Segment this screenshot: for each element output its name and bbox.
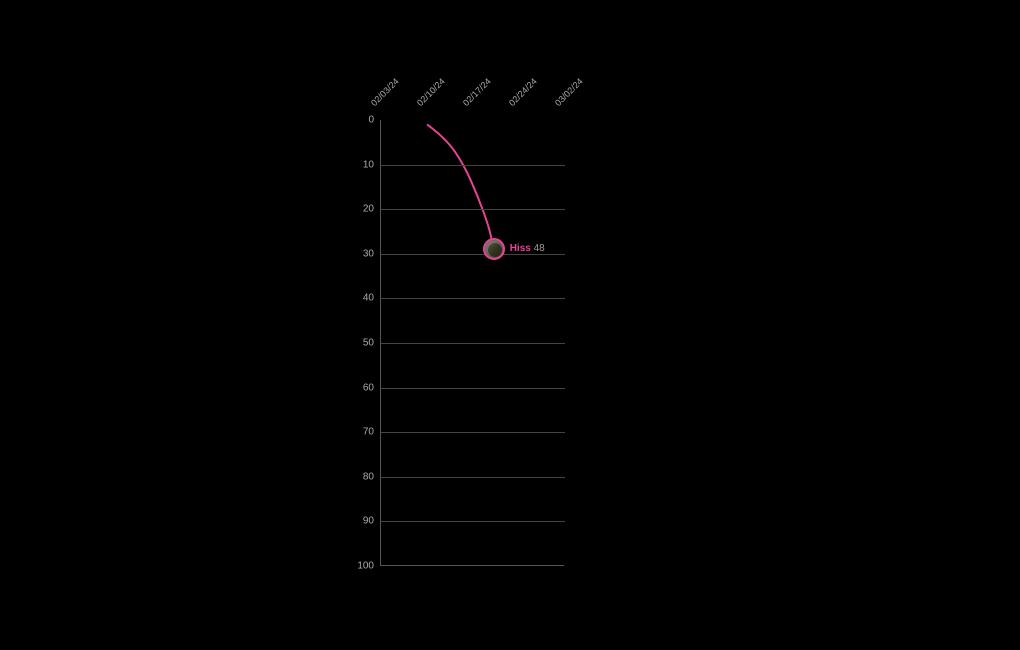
avatar-icon xyxy=(488,243,502,257)
ranking-chart: Hiss 48 0102030405060708090100 02/03/240… xyxy=(380,120,564,566)
y-tick-label: 40 xyxy=(344,293,374,304)
y-tick-label: 100 xyxy=(344,561,374,572)
plot-area: Hiss 48 xyxy=(380,120,564,566)
gridline xyxy=(381,432,565,433)
y-tick-label: 70 xyxy=(344,427,374,438)
gridline xyxy=(381,343,565,344)
gridline xyxy=(381,298,565,299)
y-tick-label: 30 xyxy=(344,248,374,259)
gridline xyxy=(381,521,565,522)
x-tick-label: 02/10/24 xyxy=(415,76,447,108)
y-tick-label: 10 xyxy=(344,159,374,170)
series-value: 48 xyxy=(534,243,545,254)
x-tick-label: 02/24/24 xyxy=(507,76,539,108)
y-tick-label: 80 xyxy=(344,471,374,482)
y-tick-label: 50 xyxy=(344,338,374,349)
y-tick-label: 20 xyxy=(344,204,374,215)
y-tick-label: 90 xyxy=(344,516,374,527)
gridline xyxy=(381,165,565,166)
gridline xyxy=(381,388,565,389)
gridline xyxy=(381,477,565,478)
y-tick-label: 60 xyxy=(344,382,374,393)
x-tick-label: 02/17/24 xyxy=(461,76,493,108)
gridline xyxy=(381,209,565,210)
series-marker-label: Hiss 48 xyxy=(510,243,545,254)
x-tick-label: 02/03/24 xyxy=(369,76,401,108)
series-name: Hiss xyxy=(510,243,531,254)
x-tick-label: 03/02/24 xyxy=(553,76,585,108)
series-marker xyxy=(483,238,505,260)
y-tick-label: 0 xyxy=(344,115,374,126)
